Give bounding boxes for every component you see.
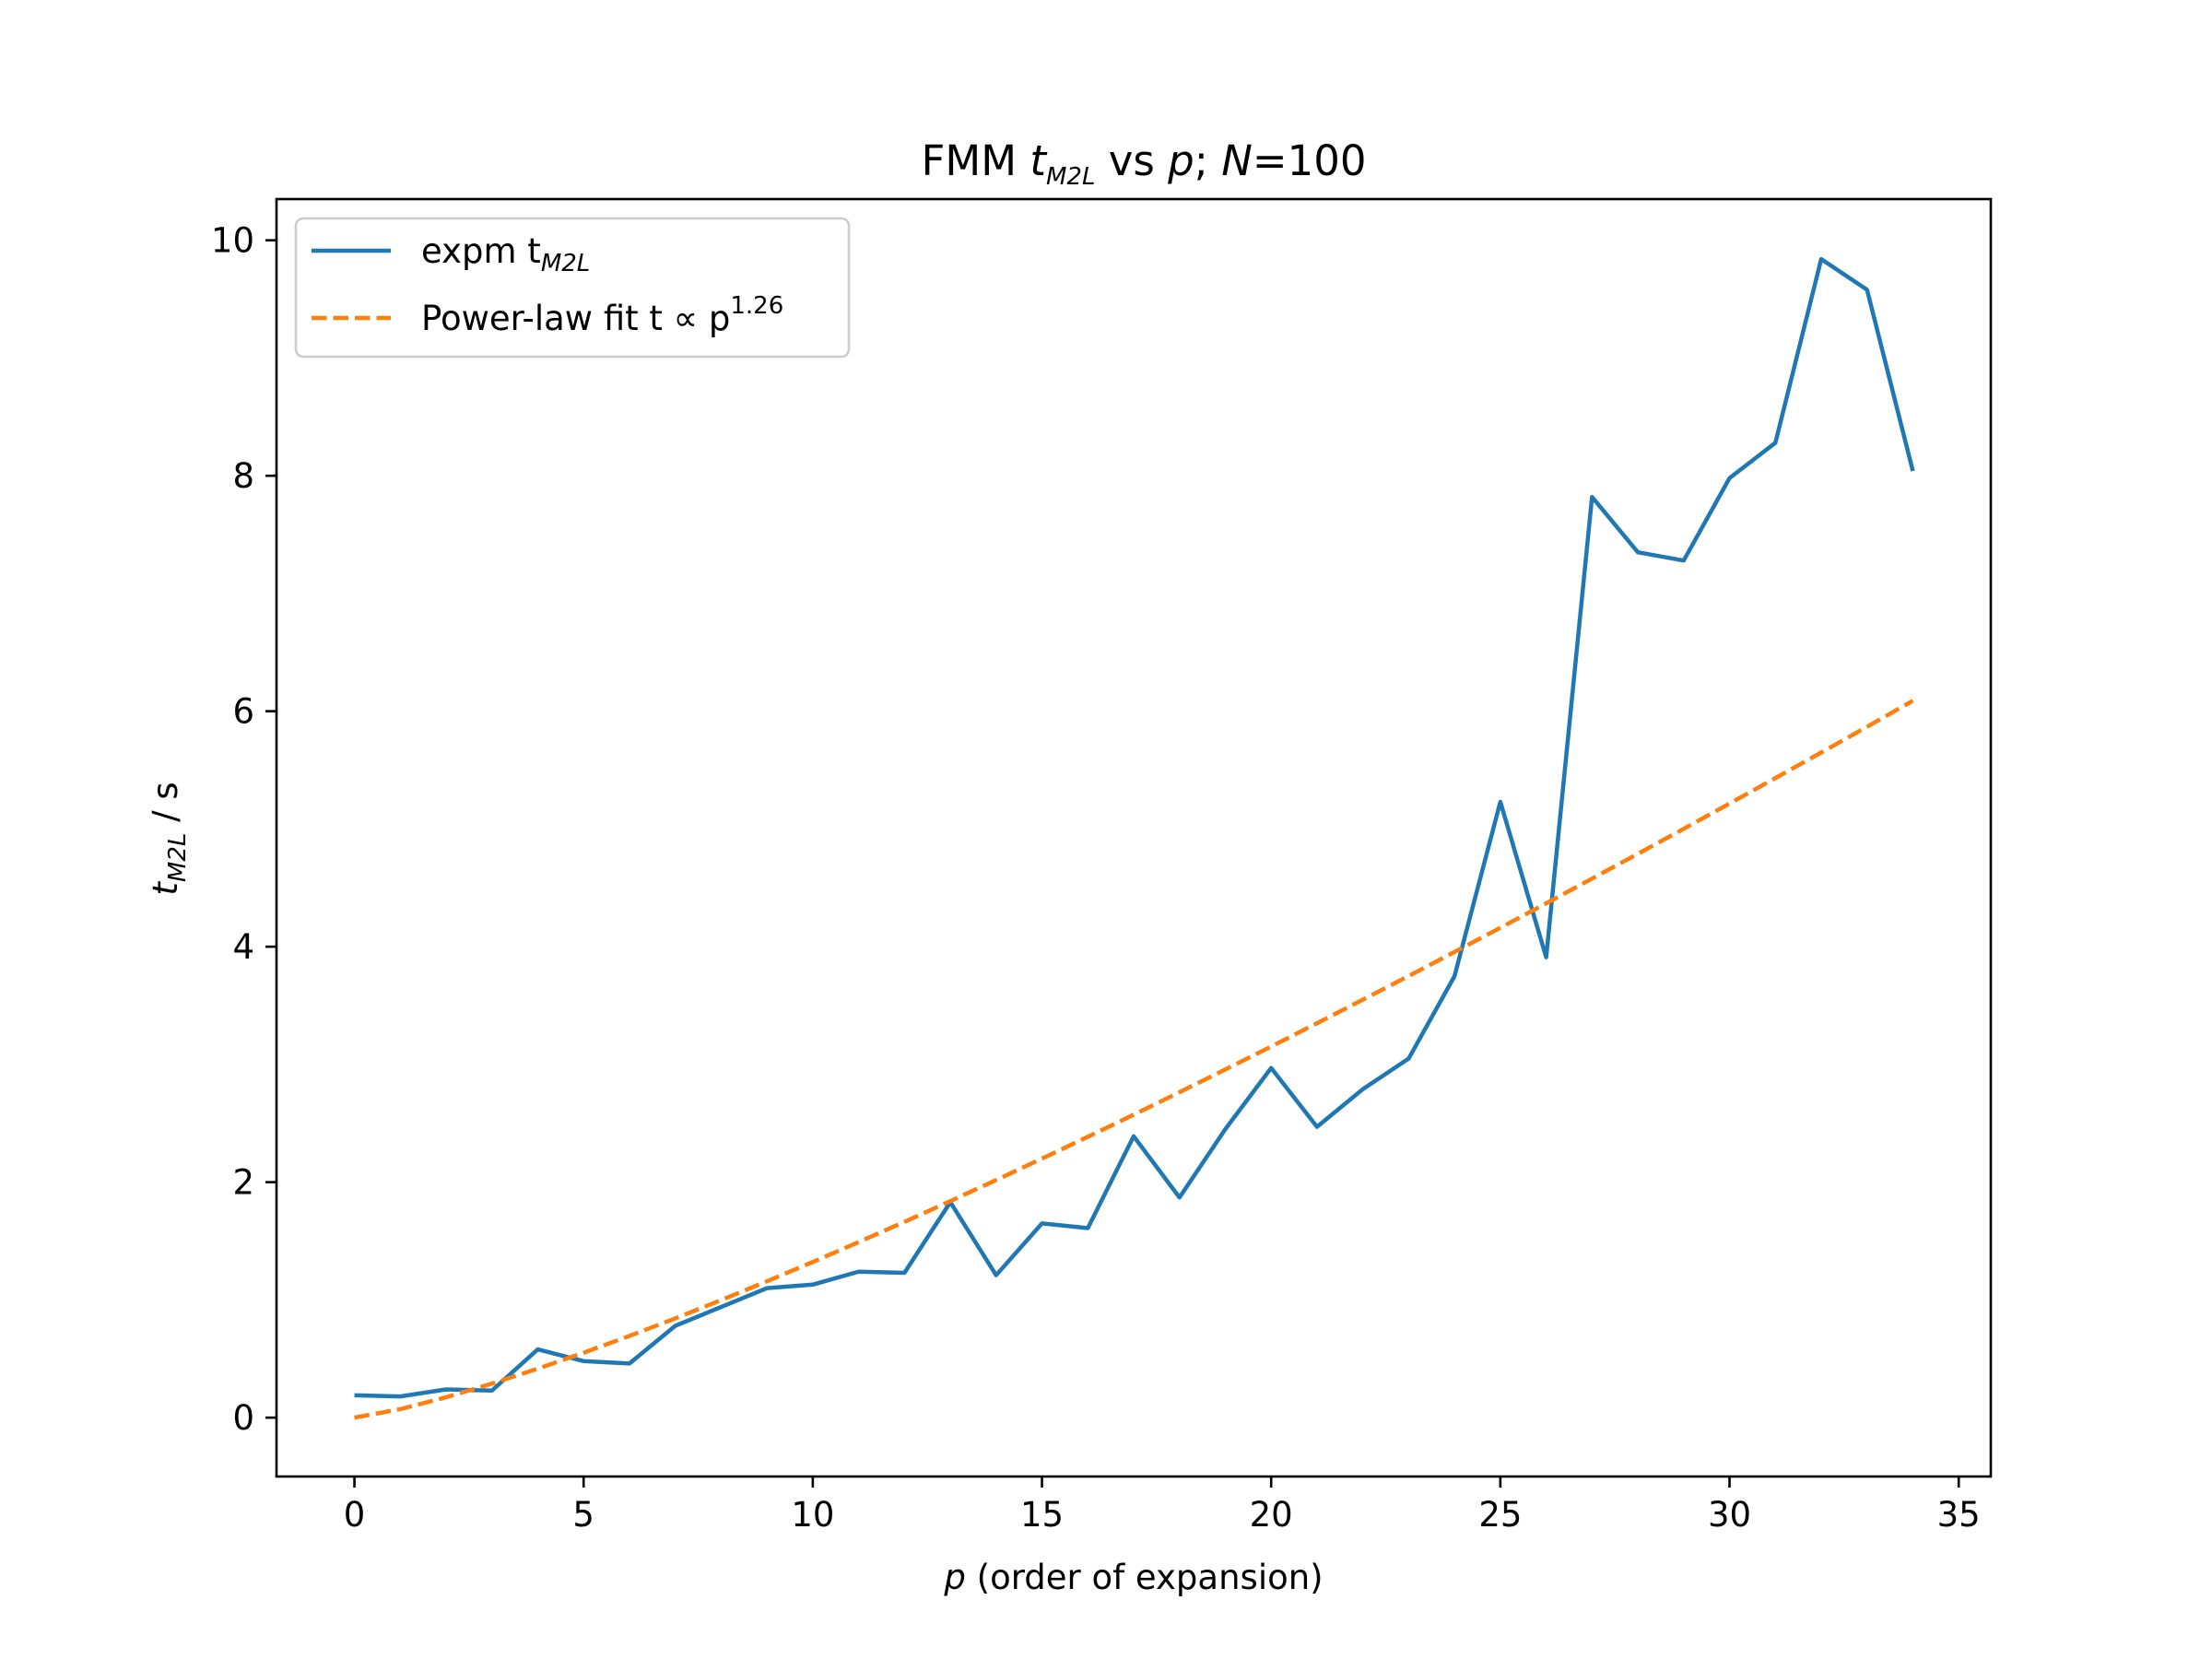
y-axis-ticks: 0 2 4 6 8 10 [211,221,276,1438]
x-tick-label: 15 [1020,1495,1064,1535]
series-layer [354,256,1915,1420]
series-line-power-law-fit [354,699,1914,1420]
plot-frame [275,197,1993,1478]
x-tick-label: 10 [791,1495,834,1535]
series-line-expm [354,256,1915,1399]
legend: expm tM2L Power-law fit t ∝ p1.26 [294,217,851,359]
x-tick-label: 35 [1937,1495,1981,1535]
x-tick-label: 5 [572,1495,594,1535]
legend-label-power-law: Power-law fit t ∝ p1.26 [421,292,783,338]
x-tick-label: 30 [1708,1495,1751,1535]
y-tick-label: 6 [232,692,254,732]
y-tick-label: 10 [211,221,254,261]
chart-title: FMM tM2L vs p; N=100 [922,136,1367,191]
y-tick-label: 8 [232,456,254,496]
legend-label-expm: expm tM2L [421,231,590,277]
x-tick-label: 25 [1478,1495,1522,1535]
x-axis-label: p (order of expansion) [943,1558,1323,1597]
x-tick-label: 20 [1250,1495,1293,1535]
y-tick-label: 0 [232,1398,254,1438]
y-tick-label: 4 [232,927,254,967]
x-axis-ticks: 0 5 10 15 20 25 30 35 [344,1477,1981,1535]
y-axis-label: tM2L / s [146,782,192,895]
x-tick-label: 0 [344,1495,366,1535]
y-tick-label: 2 [232,1163,254,1203]
legend-box [294,217,851,359]
